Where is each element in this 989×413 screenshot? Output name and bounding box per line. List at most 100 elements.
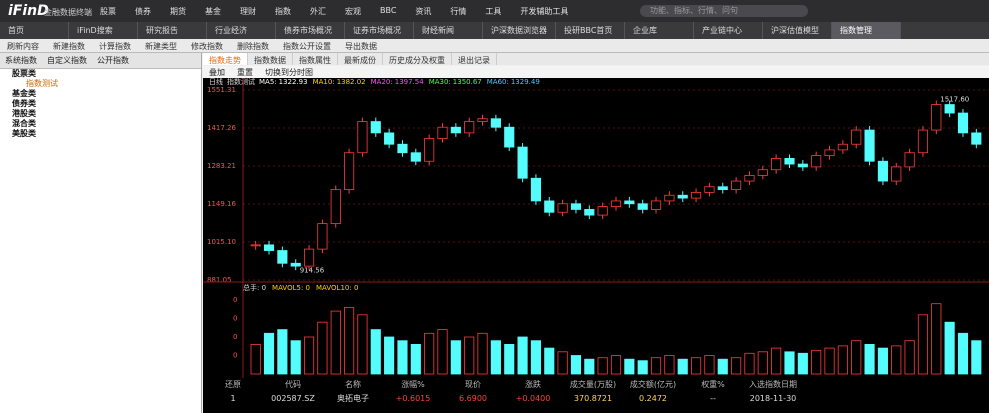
sub-tabs: 指数走势 指数数据 指数属性 最新成份 历史成分及权重 退出记录: [203, 53, 989, 65]
y-tick-label: 881.05: [207, 276, 232, 284]
tab[interactable]: 沪深估值模型: [763, 22, 832, 39]
candle: [877, 160, 888, 182]
candle: [904, 152, 915, 168]
left-tab[interactable]: 系统指数: [5, 56, 37, 65]
menu-item[interactable]: 基金: [205, 7, 221, 16]
menu-item[interactable]: 资讯: [415, 7, 432, 16]
menu-item[interactable]: 宏观: [345, 7, 361, 16]
volume-bar: [904, 340, 915, 375]
tab[interactable]: 债券市场概况: [276, 22, 345, 39]
sub-tab[interactable]: 指数数据: [248, 53, 293, 65]
volume-bar: [397, 340, 408, 375]
candle: [971, 132, 982, 145]
candle: [704, 186, 715, 193]
tool-button[interactable]: 指数公开设置: [283, 42, 331, 51]
tool-button[interactable]: 新建指数: [53, 42, 85, 51]
volume-bar: [477, 332, 488, 375]
tool-button[interactable]: 刷新内容: [7, 42, 39, 51]
volume-bar: [557, 351, 568, 375]
candle: [424, 138, 435, 162]
volume-bar: [357, 314, 368, 375]
tree-node[interactable]: 港股类: [12, 109, 36, 118]
volume-bar: [664, 355, 675, 375]
candle: [864, 129, 875, 162]
left-tab[interactable]: 自定义指数: [47, 56, 87, 65]
ma-name: MA5:: [259, 78, 277, 86]
chart-tool[interactable]: 切换到分时图: [265, 68, 313, 77]
sub-tab[interactable]: 最新成份: [338, 53, 383, 65]
menu-item[interactable]: BBC: [380, 6, 397, 15]
tab[interactable]: 财经新闻: [414, 22, 483, 39]
tree-node[interactable]: 混合类: [12, 119, 36, 128]
tab[interactable]: 行业经济: [207, 22, 276, 39]
search-box[interactable]: 功能、指标、行情、问句: [640, 5, 808, 17]
tool-button[interactable]: 删除指数: [237, 42, 269, 51]
volume-bar: [424, 332, 435, 375]
candle: [330, 189, 341, 225]
cell: 6.6900: [459, 394, 487, 403]
volume-bar: [610, 355, 622, 375]
candle: [544, 200, 555, 213]
candle: [357, 121, 368, 154]
menu-item[interactable]: 指数: [275, 7, 291, 16]
tree-node[interactable]: 股票类: [12, 69, 36, 78]
tree-node[interactable]: 债券类: [12, 99, 36, 108]
volume-bar: [330, 310, 341, 375]
tool-button[interactable]: 导出数据: [345, 42, 377, 51]
volume-bar: [851, 340, 862, 375]
tab[interactable]: 企业库: [625, 22, 694, 39]
tab[interactable]: 指数管理: [832, 22, 901, 39]
left-tab[interactable]: 公开指数: [97, 56, 129, 65]
cell: 2018-11-30: [749, 394, 797, 403]
chart-tool[interactable]: 叠加: [209, 68, 225, 77]
menu-item[interactable]: 理财: [240, 7, 256, 16]
candle: [624, 200, 635, 205]
cell: 0.2472: [639, 394, 667, 403]
candle: [610, 200, 622, 207]
menu-item[interactable]: 工具: [485, 7, 502, 16]
candle: [677, 194, 688, 199]
volume-legend: MAVOL10: 0: [316, 284, 358, 292]
sub-tab[interactable]: 指数属性: [293, 53, 338, 65]
tab[interactable]: 证券市场概况: [345, 22, 414, 39]
volume-bar: [544, 347, 555, 375]
tab[interactable]: 产业链中心: [694, 22, 763, 39]
tree-node[interactable]: 美股类: [12, 129, 36, 138]
logo: iFinD: [8, 3, 49, 19]
cell: +0.0400: [515, 394, 551, 403]
menu-item[interactable]: 行情: [450, 7, 467, 16]
volume-bar: [517, 336, 528, 375]
volume-bar: [877, 347, 888, 375]
candle: [784, 158, 795, 165]
sub-tab[interactable]: 历史成分及权重: [383, 53, 452, 65]
chart-tool[interactable]: 重置: [237, 68, 253, 77]
tool-button[interactable]: 计算指数: [99, 42, 131, 51]
candle: [517, 146, 528, 179]
volume-bar: [303, 336, 315, 375]
tab[interactable]: 首页: [0, 22, 69, 39]
menu-item[interactable]: 外汇: [310, 7, 326, 16]
volume-tick-label: 0: [233, 296, 237, 304]
menu-item[interactable]: 期货: [170, 7, 186, 16]
table-row[interactable]: 1 002587.SZ 奥拓电子 +0.6015 6.6900 +0.0400 370.87…: [203, 392, 989, 406]
tool-button[interactable]: 新建类型: [145, 42, 177, 51]
menu-item[interactable]: 开发辅助工具: [520, 7, 569, 16]
tab[interactable]: 投研BBC首页: [556, 22, 625, 39]
candle: [477, 118, 488, 122]
sub-tab[interactable]: 指数走势: [203, 53, 248, 65]
sub-tab[interactable]: 退出记录: [452, 53, 497, 65]
candle: [450, 126, 461, 134]
candle: [384, 132, 395, 145]
cell: 1: [230, 394, 236, 403]
tree-leaf[interactable]: 指数测试: [26, 79, 58, 88]
tab[interactable]: 沪深数据浏览器: [483, 22, 556, 39]
menu-item[interactable]: 股票: [100, 7, 116, 16]
header-cell: 涨幅%: [401, 380, 425, 389]
tool-button[interactable]: 修改指数: [191, 42, 223, 51]
menu-item[interactable]: 债券: [135, 7, 151, 16]
volume-bar: [797, 352, 808, 375]
tab[interactable]: iFinD搜索: [69, 22, 138, 39]
tree-node[interactable]: 基金类: [12, 89, 36, 98]
tab[interactable]: 研究报告: [138, 22, 207, 39]
cell: --: [710, 394, 716, 403]
